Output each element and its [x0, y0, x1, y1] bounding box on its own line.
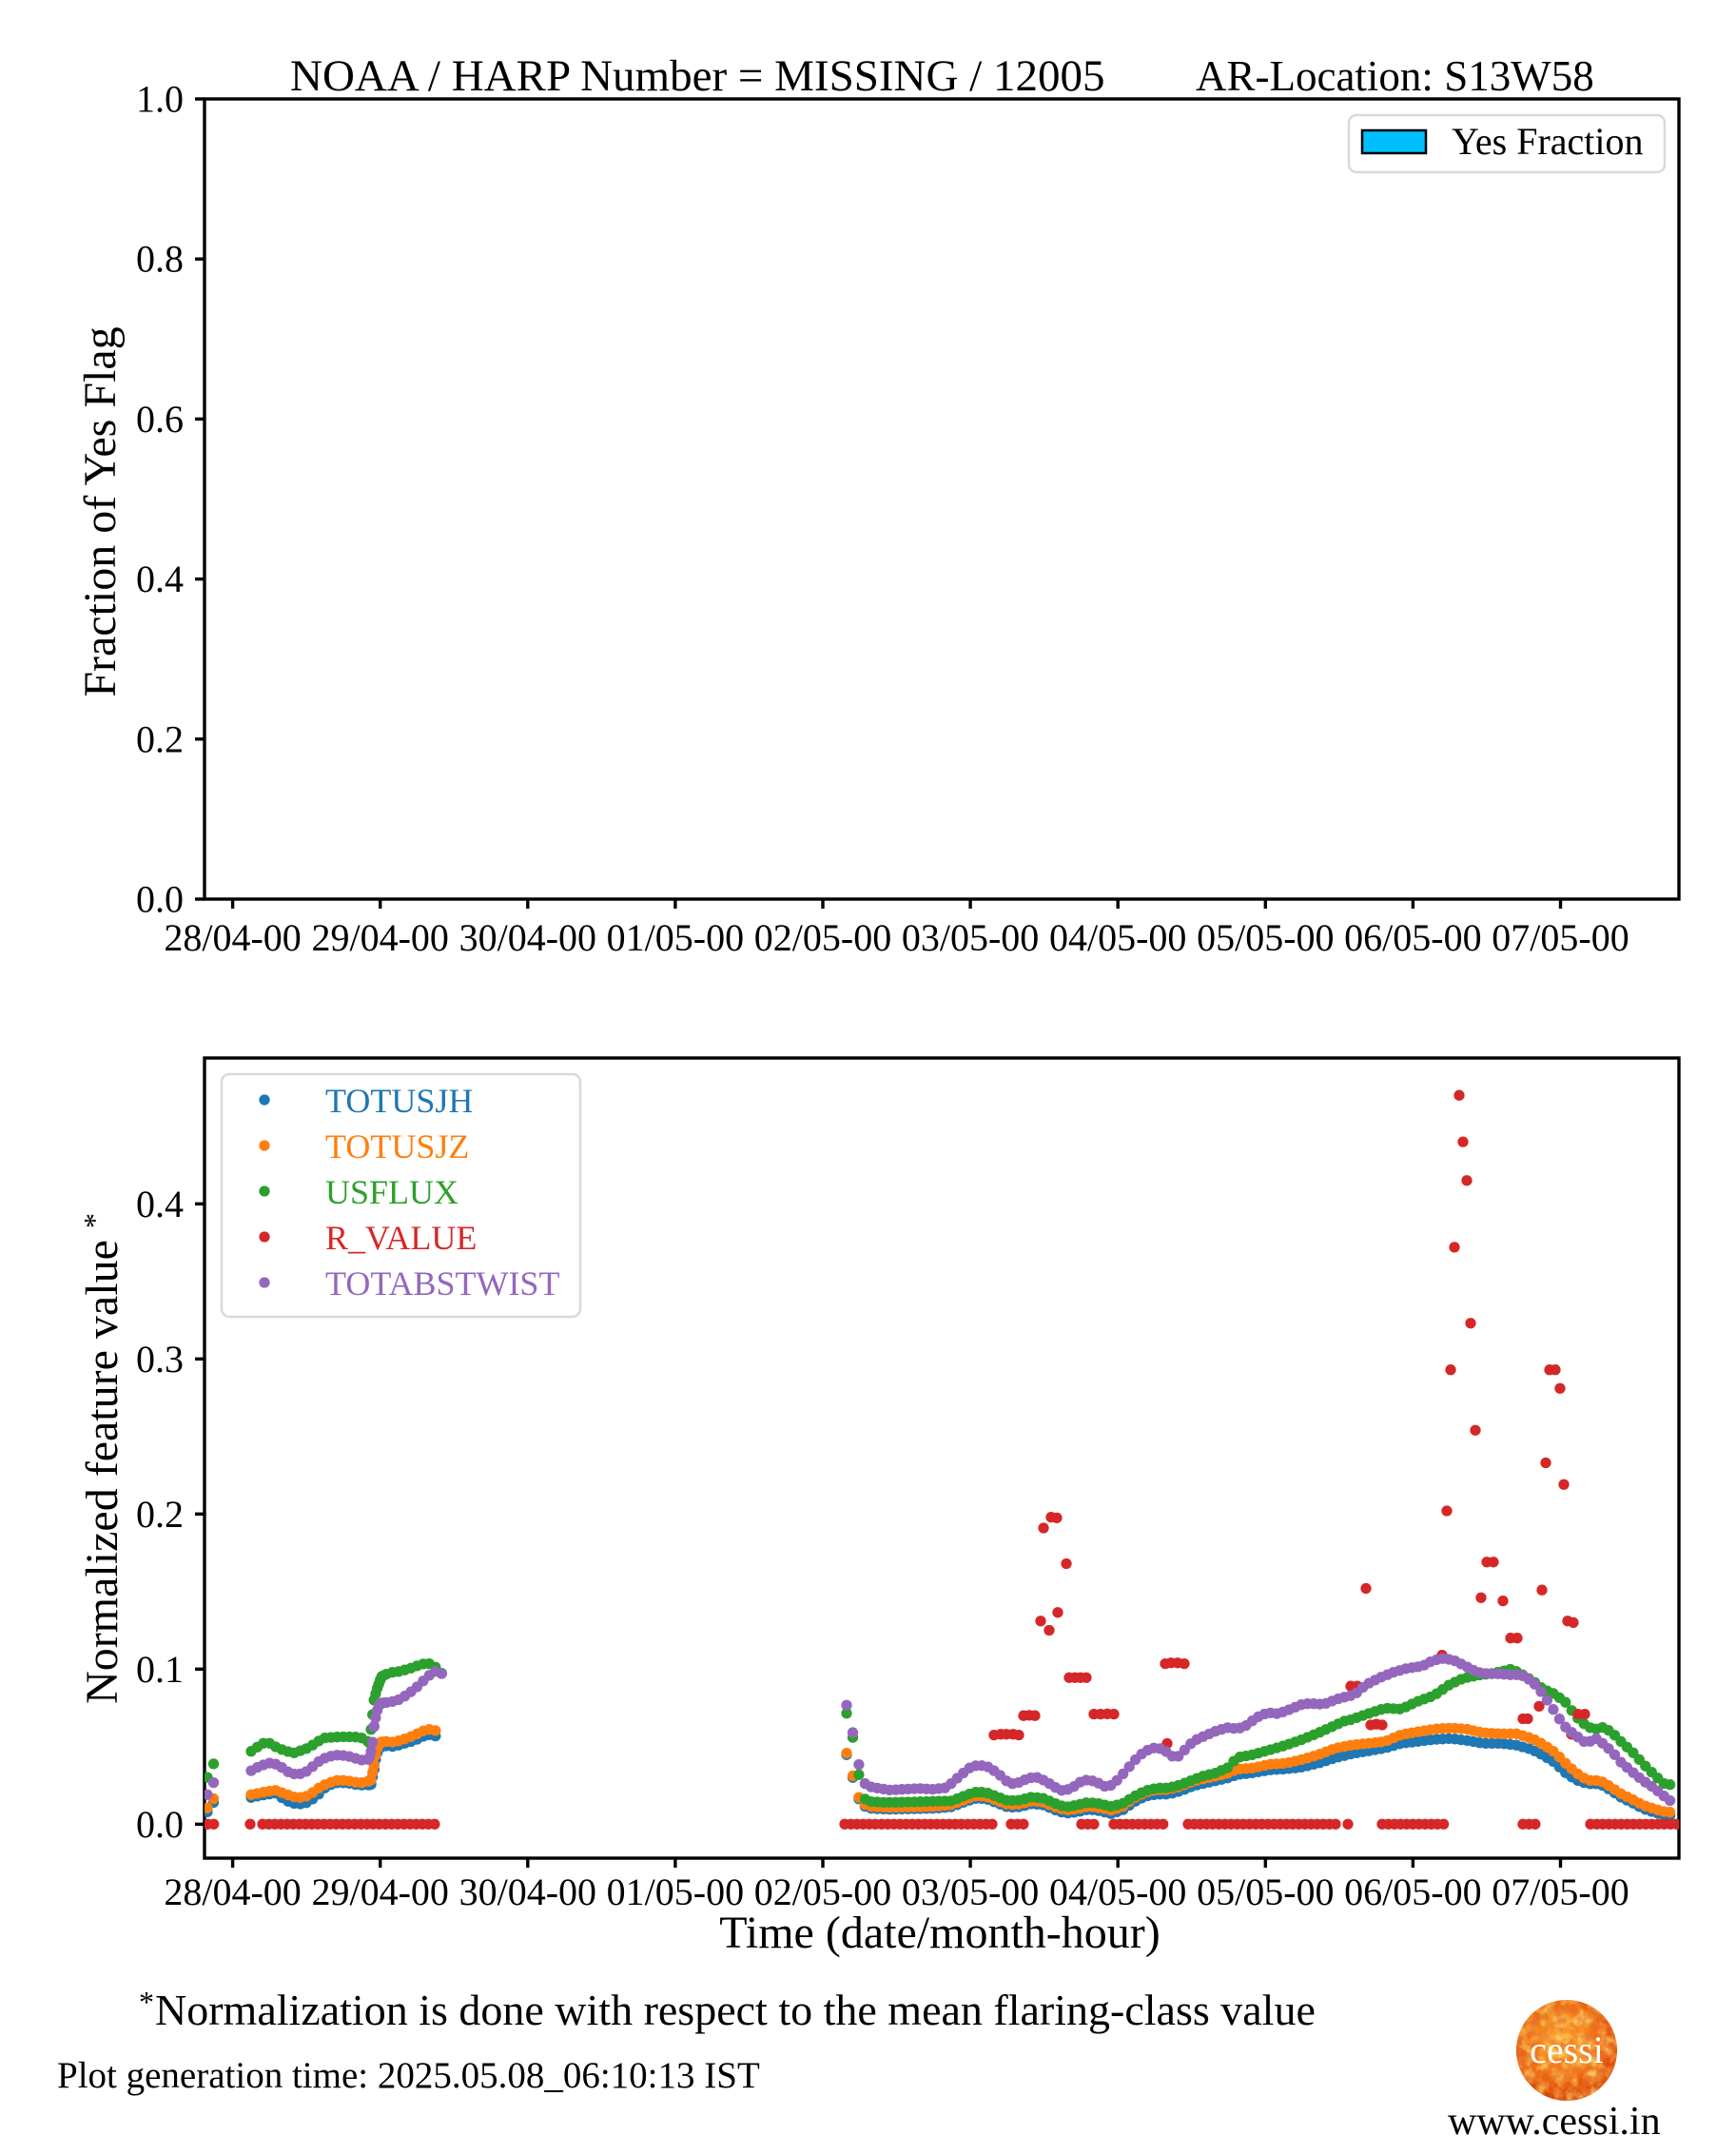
- svg-text:04/05-00: 04/05-00: [1049, 1871, 1186, 1913]
- svg-text:www.cessi.in: www.cessi.in: [1448, 2100, 1661, 2144]
- svg-text:NOAA / HARP Number = MISSING /: NOAA / HARP Number = MISSING / 12005: [290, 51, 1104, 101]
- svg-text:02/05-00: 02/05-00: [754, 916, 891, 959]
- svg-text:Yes Fraction: Yes Fraction: [1452, 120, 1644, 163]
- svg-text:0.2: 0.2: [136, 1493, 184, 1536]
- svg-text:30/04-00: 30/04-00: [459, 916, 596, 959]
- svg-text:07/05-00: 07/05-00: [1492, 1871, 1629, 1913]
- svg-text:0.2: 0.2: [136, 717, 184, 760]
- svg-text:0.4: 0.4: [136, 558, 184, 600]
- svg-text:0.0: 0.0: [136, 878, 184, 921]
- svg-text:*: *: [77, 1213, 111, 1228]
- svg-text:Fraction of Yes Flag: Fraction of Yes Flag: [75, 326, 126, 696]
- svg-text:28/04-00: 28/04-00: [164, 1871, 301, 1913]
- svg-text:Time (date/month-hour): Time (date/month-hour): [719, 1908, 1161, 1958]
- svg-text:07/05-00: 07/05-00: [1492, 916, 1629, 959]
- svg-text:0.4: 0.4: [136, 1183, 184, 1225]
- svg-text:03/05-00: 03/05-00: [902, 916, 1039, 959]
- svg-text:04/05-00: 04/05-00: [1049, 916, 1186, 959]
- svg-text:06/05-00: 06/05-00: [1344, 916, 1481, 959]
- svg-text:cessi: cessi: [1530, 2028, 1604, 2071]
- svg-text:Normalized feature value: Normalized feature value: [77, 1240, 127, 1704]
- svg-text:05/05-00: 05/05-00: [1197, 916, 1334, 959]
- svg-text:*: *: [139, 1985, 154, 2019]
- svg-text:0.1: 0.1: [136, 1648, 184, 1691]
- svg-text:1.0: 1.0: [136, 78, 184, 121]
- svg-text:05/05-00: 05/05-00: [1197, 1871, 1334, 1913]
- svg-text:30/04-00: 30/04-00: [459, 1871, 596, 1913]
- svg-text:USFLUX: USFLUX: [325, 1173, 458, 1211]
- svg-text:01/05-00: 01/05-00: [607, 916, 744, 959]
- svg-text:R_VALUE: R_VALUE: [325, 1219, 477, 1257]
- svg-text:0.0: 0.0: [136, 1803, 184, 1846]
- svg-text:TOTUSJZ: TOTUSJZ: [325, 1127, 469, 1166]
- svg-text:28/04-00: 28/04-00: [164, 916, 301, 959]
- svg-text:29/04-00: 29/04-00: [311, 916, 448, 959]
- svg-text:06/05-00: 06/05-00: [1344, 1871, 1481, 1913]
- svg-text:0.8: 0.8: [136, 238, 184, 281]
- svg-text:02/05-00: 02/05-00: [754, 1871, 891, 1913]
- svg-text:03/05-00: 03/05-00: [902, 1871, 1039, 1913]
- svg-text:TOTABSTWIST: TOTABSTWIST: [325, 1264, 559, 1303]
- svg-text:Plot generation time: 2025.05.: Plot generation time: 2025.05.08_06:10:1…: [57, 2055, 760, 2096]
- svg-text:29/04-00: 29/04-00: [311, 1871, 448, 1913]
- svg-text:TOTUSJH: TOTUSJH: [325, 1082, 473, 1120]
- svg-text:0.6: 0.6: [136, 398, 184, 441]
- svg-text:AR-Location: S13W58: AR-Location: S13W58: [1196, 52, 1594, 100]
- svg-text:0.3: 0.3: [136, 1338, 184, 1381]
- svg-text:Normalization is done with res: Normalization is done with respect to th…: [155, 1986, 1316, 2034]
- svg-text:01/05-00: 01/05-00: [607, 1871, 744, 1913]
